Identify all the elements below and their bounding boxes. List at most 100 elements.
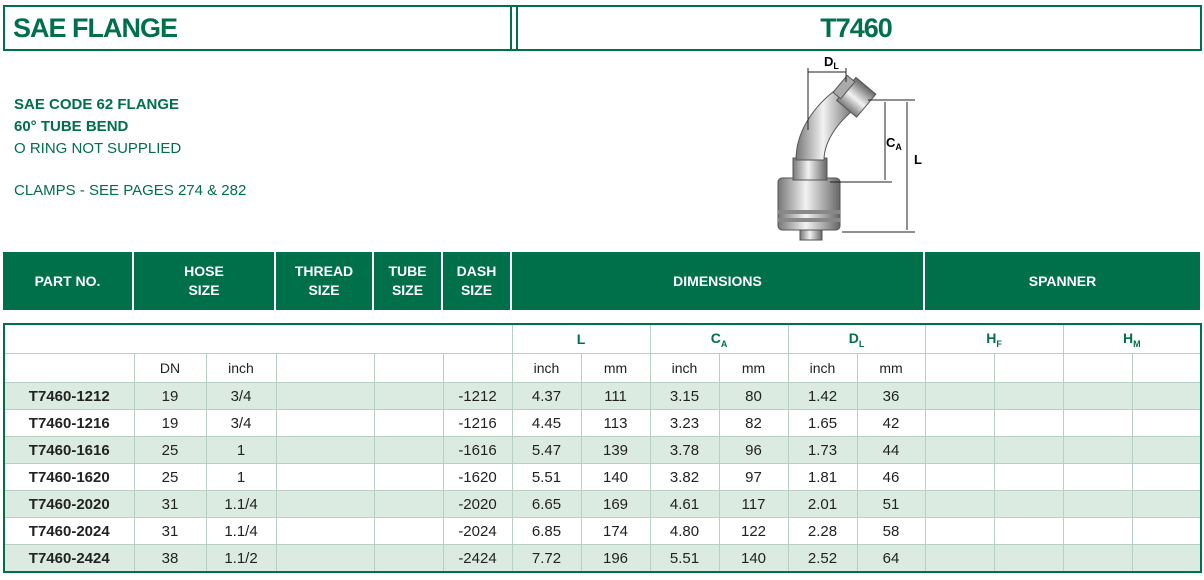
data-row: T7460-2424 38 1.1/2 -2424 7.72 196 5.51 140 2.52… — [3, 544, 1202, 573]
note: CLAMPS - SEE PAGES 274 & 282 — [14, 182, 247, 199]
part-number: T7460-1616 — [3, 436, 135, 464]
data-cell: 44 — [856, 436, 926, 464]
group-main: H — [986, 329, 997, 346]
blank-cell — [1131, 463, 1202, 491]
group-main: H — [1122, 329, 1134, 346]
data-cell: 38 — [133, 544, 207, 573]
blank-cell — [1131, 490, 1202, 518]
data-cell: 5.47 — [511, 436, 582, 464]
blank-cell — [1131, 409, 1202, 437]
data-cell: 140 — [580, 463, 651, 491]
data-cell: 42 — [856, 409, 926, 437]
data-cell: 3.82 — [649, 463, 720, 491]
header-line: PART NO. — [34, 272, 101, 289]
blank-cell — [1131, 544, 1202, 573]
header-line: HOSE — [184, 263, 224, 279]
unit-header: inch — [205, 353, 277, 383]
data-cell: 2.52 — [787, 544, 858, 573]
label-sub: L — [833, 61, 839, 71]
part-number: T7460-2424 — [3, 544, 135, 573]
blank-cell — [993, 544, 1064, 573]
group-header: CA — [649, 323, 789, 354]
data-cell: 5.51 — [649, 544, 720, 573]
l-label: L — [914, 152, 922, 167]
label-main: C — [886, 135, 896, 150]
data-cell: 97 — [718, 463, 789, 491]
data-cell: 117 — [718, 490, 789, 518]
title: SAE FLANGE — [3, 5, 518, 51]
data-cell: 3.15 — [649, 382, 720, 410]
data-cell: 139 — [580, 436, 651, 464]
blank-cell — [924, 382, 995, 410]
unit-header: DN — [133, 353, 207, 383]
data-cell: 4.45 — [511, 409, 582, 437]
blank-cell — [993, 409, 1064, 437]
blank-cell — [373, 382, 444, 410]
data-cell: 4.80 — [649, 517, 720, 545]
blank-cell — [1131, 517, 1202, 545]
header-line: DASH — [456, 263, 497, 279]
blank-cell — [373, 436, 444, 464]
data-cell: 5.51 — [511, 463, 582, 491]
data-row: T7460-1216 19 3/4 -1216 4.45 113 3.23 82 1.65 42 — [3, 409, 1202, 437]
header-cell: PART NO. — [3, 252, 133, 310]
data-cell: 1 — [205, 436, 277, 464]
header-cell: DASH SIZE — [441, 252, 511, 310]
data-row: T7460-1616 25 1 -1616 5.47 139 3.78 96 1.73 44 — [3, 436, 1202, 464]
part-number: T7460-1620 — [3, 463, 135, 491]
description-line: SAE CODE 62 FLANGE — [14, 96, 180, 113]
group-header: HF — [924, 323, 1064, 354]
blank-cell — [3, 323, 513, 354]
data-row: T7460-2024 31 1.1/4 -2024 6.85 174 4.80 122 2.28… — [3, 517, 1202, 545]
blank-cell — [1062, 436, 1133, 464]
blank-cell — [993, 353, 1064, 383]
data-cell: -1212 — [442, 382, 513, 410]
data-cell: 4.61 — [649, 490, 720, 518]
header-line: SIZE — [188, 282, 220, 298]
group-header: DL — [787, 323, 926, 354]
blank-cell — [1062, 517, 1133, 545]
data-cell: -1216 — [442, 409, 513, 437]
data-cell: 58 — [856, 517, 926, 545]
data-cell: 7.72 — [511, 544, 582, 573]
data-cell: 122 — [718, 517, 789, 545]
unit-row: DN inch inch mm inch mm inch mm — [3, 353, 1202, 383]
data-cell: 80 — [718, 382, 789, 410]
blank-cell — [3, 353, 135, 383]
header-line: SIZE — [391, 282, 424, 298]
data-cell: 46 — [856, 463, 926, 491]
blank-cell — [373, 463, 444, 491]
blank-cell — [1062, 382, 1133, 410]
data-cell: 36 — [856, 382, 926, 410]
data-cell: 1.1/2 — [205, 544, 277, 573]
unit-header: inch — [511, 353, 582, 383]
header-cell: DIMENSIONS — [510, 252, 924, 310]
blank-cell — [373, 544, 444, 573]
group-header: HM — [1062, 323, 1202, 354]
data-cell: 6.65 — [511, 490, 582, 518]
blank-cell — [373, 517, 444, 545]
data-cell: 196 — [580, 544, 651, 573]
part-number: T7460-1216 — [3, 409, 135, 437]
data-cell: -2024 — [442, 517, 513, 545]
blank-cell — [442, 353, 513, 383]
blank-cell — [275, 409, 375, 437]
group-sub: A — [720, 338, 728, 349]
blank-cell — [275, 490, 375, 518]
data-cell: 31 — [133, 490, 207, 518]
blank-cell — [1062, 353, 1133, 383]
data-cell: 3/4 — [205, 409, 277, 437]
blank-cell — [1131, 353, 1202, 383]
group-sub: F — [996, 338, 1002, 349]
data-cell: 6.85 — [511, 517, 582, 545]
group-header: L — [511, 323, 651, 354]
data-cell: 25 — [133, 463, 207, 491]
blank-cell — [1131, 436, 1202, 464]
data-cell: -2020 — [442, 490, 513, 518]
data-row: T7460-2020 31 1.1/4 -2020 6.65 169 4.61 117 2.01… — [3, 490, 1202, 518]
blank-cell — [993, 463, 1064, 491]
description-line: O RING NOT SUPPLIED — [14, 140, 182, 157]
data-cell: 111 — [580, 382, 651, 410]
data-cell: 1.81 — [787, 463, 858, 491]
